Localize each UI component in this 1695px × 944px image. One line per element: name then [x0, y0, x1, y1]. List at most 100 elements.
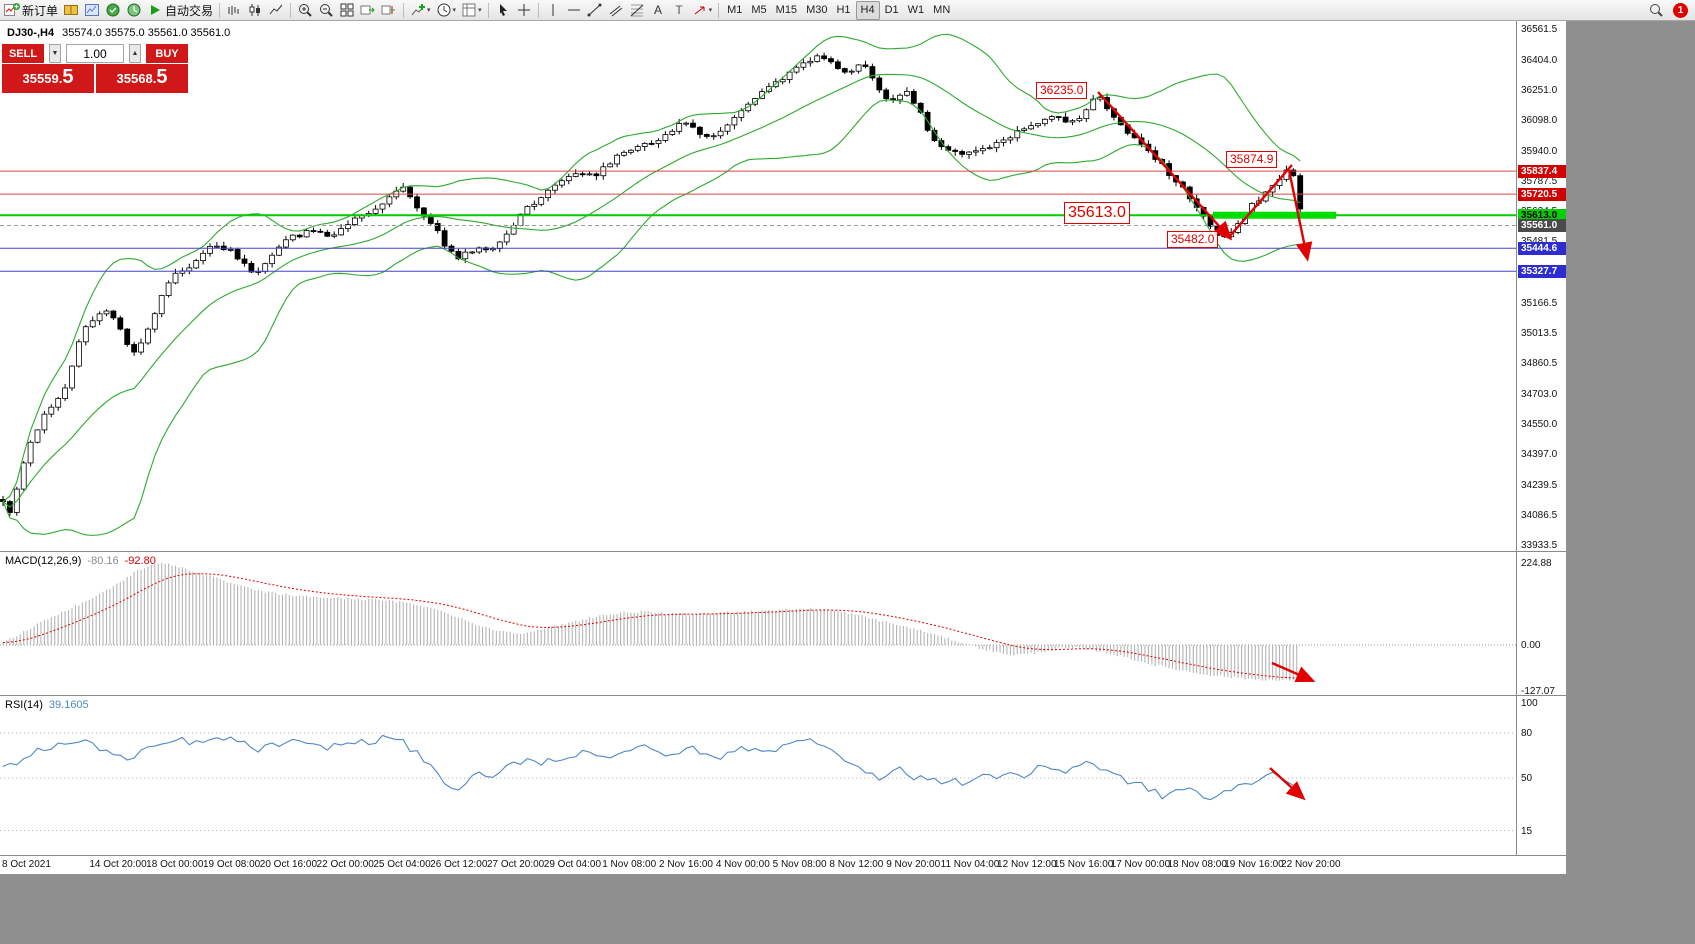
- toolbar-separator: [290, 2, 292, 18]
- timeframe-d1-button[interactable]: D1: [884, 4, 899, 16]
- channel-button[interactable]: [606, 1, 626, 20]
- indicators-button[interactable]: ▾: [408, 1, 433, 20]
- timeframe-m15-button[interactable]: M15: [775, 4, 798, 16]
- trend-line-button[interactable]: [585, 1, 605, 20]
- volume-increment-button[interactable]: ▲: [129, 44, 141, 63]
- chevron-down-icon: ▾: [478, 7, 482, 14]
- sell-button[interactable]: SELL: [2, 44, 44, 63]
- template-icon: [462, 3, 476, 17]
- arrows-tool-button[interactable]: ▾: [690, 1, 715, 20]
- timeframe-h1-button[interactable]: H1: [836, 4, 851, 16]
- rsi-value: 39.1605: [48, 699, 89, 711]
- panel-divider-macd[interactable]: [0, 551, 1566, 552]
- rsi-line: [2, 734, 1301, 801]
- profiles-button[interactable]: [61, 1, 81, 20]
- data-window-button[interactable]: [82, 1, 102, 20]
- time-label: 4 Nov 00:00: [715, 859, 770, 870]
- macd-panel: [0, 563, 1516, 681]
- one-click-trading-panel: SELL ▼ ▲ BUY 35559.5 35568.5: [2, 44, 188, 93]
- green-zone-rectangle[interactable]: [1213, 211, 1336, 219]
- price-badge: 35613.0: [1518, 208, 1566, 222]
- chart-canvas[interactable]: [0, 21, 1516, 874]
- trend-arrow[interactable]: [1097, 91, 1233, 241]
- symbol-label: DJ30-,H4: [7, 27, 55, 39]
- buy-price-main: 35568.: [116, 71, 157, 86]
- timeframe-h4-button[interactable]: H4: [855, 0, 880, 20]
- notification-badge[interactable]: 1: [1673, 2, 1688, 18]
- price-annotation: 35482.0: [1167, 231, 1219, 248]
- crosshair-button[interactable]: [514, 1, 534, 20]
- shift-icon: [381, 5, 396, 15]
- search-button[interactable]: [1646, 1, 1666, 20]
- trend-arrow[interactable]: [1287, 169, 1313, 262]
- price-annotation: 35613.0: [1064, 202, 1130, 224]
- time-label: 22 Nov 20:00: [1281, 859, 1341, 870]
- line-chart-button[interactable]: [266, 1, 286, 20]
- timeframe-w1-button[interactable]: W1: [907, 4, 925, 16]
- timeframe-m1-button[interactable]: M1: [727, 4, 743, 16]
- price-axis-label: 34860.5: [1521, 357, 1558, 369]
- clock-icon: [437, 3, 451, 17]
- trend-arrow[interactable]: [1228, 164, 1293, 238]
- volume-input[interactable]: [66, 44, 124, 63]
- chart-window: DJ30-,H4 35574.0 35575.0 35561.0 35561.0 …: [0, 21, 1566, 874]
- price-badge: 35444.6: [1518, 241, 1566, 255]
- macd-label: MACD(12,26,9) -80.16 -92.80: [5, 555, 156, 567]
- sell-price[interactable]: 35559. 5: [2, 64, 94, 93]
- price-axis-label: 36561.5: [1521, 24, 1558, 35]
- time-label: 8 Oct 2021: [2, 859, 51, 870]
- tile-windows-button[interactable]: [337, 1, 357, 20]
- trend-arrow[interactable]: [1269, 767, 1306, 801]
- auto-scroll-button[interactable]: [358, 1, 378, 20]
- price-annotation: 35874.9: [1226, 151, 1278, 168]
- zoom-out-button[interactable]: [316, 1, 336, 20]
- toolbar-right: 1: [1646, 1, 1693, 20]
- macd-main-value: -80.16: [87, 555, 119, 567]
- text-button[interactable]: A: [648, 1, 668, 20]
- time-label: 18 Nov 08:00: [1167, 859, 1227, 870]
- price-axis-label: 34397.0: [1521, 448, 1558, 460]
- toolbar-separator: [403, 2, 405, 18]
- chart-shift-button[interactable]: [379, 1, 399, 20]
- buy-button[interactable]: BUY: [146, 44, 188, 63]
- macd-axis-label: 0.00: [1521, 640, 1541, 651]
- templates-button[interactable]: ▾: [459, 1, 484, 20]
- indicators-icon: [411, 4, 426, 16]
- auto-trading-button[interactable]: 自动交易: [145, 1, 215, 20]
- text-label-button[interactable]: T: [669, 1, 689, 20]
- fibo-icon: [630, 4, 643, 17]
- volume-decrement-button[interactable]: ▼: [49, 44, 61, 63]
- timeframe-m30-button[interactable]: M30: [806, 4, 828, 16]
- time-label: 22 Oct 00:00: [316, 859, 374, 870]
- timeframe-mn-button[interactable]: MN: [933, 4, 951, 16]
- macd-signal-line: [2, 573, 1297, 679]
- buy-price[interactable]: 35568. 5: [96, 64, 188, 93]
- price-axis-label: 34086.5: [1521, 509, 1558, 521]
- price-axis-label: 36251.0: [1521, 84, 1558, 96]
- zoom-in-button[interactable]: [295, 1, 315, 20]
- rsi-axis-label: 100: [1521, 698, 1538, 709]
- panel-divider-rsi[interactable]: [0, 695, 1566, 696]
- terminal-button[interactable]: [124, 1, 144, 20]
- new-order-button[interactable]: 新订单: [2, 1, 60, 20]
- timeframe-m5-button[interactable]: M5: [751, 4, 767, 16]
- main-toolbar: 新订单 自动交易 ▾ ▾ ▾ A T ▾ M1 M5 M15 M30 H1 H4 D1 W1 MN 1: [0, 0, 1695, 21]
- navigator-button[interactable]: [103, 1, 123, 20]
- horizontal-line-button[interactable]: [564, 1, 584, 20]
- fibonacci-button[interactable]: [627, 1, 647, 20]
- cursor-button[interactable]: [493, 1, 513, 20]
- time-label: 8 Nov 12:00: [829, 859, 884, 870]
- time-label: 27 Oct 20:00: [486, 859, 545, 870]
- time-axis[interactable]: 8 Oct 2021 14 Oct 20:00 18 Oct 00:00 19 Oct…: [0, 855, 1566, 874]
- price-axis-label: 36098.0: [1521, 115, 1558, 126]
- vertical-line-button[interactable]: [543, 1, 563, 20]
- rsi-axis-label: 15: [1521, 825, 1533, 837]
- price-badge: 35561.0: [1518, 218, 1566, 232]
- price-axis[interactable]: 36561.5 36404.0 36251.0 36098.0 35940.0 35787…: [1516, 21, 1566, 855]
- rsi-label: RSI(14) 39.1605: [5, 699, 89, 711]
- periods-button[interactable]: ▾: [434, 1, 459, 20]
- price-axis-label: 35940.0: [1521, 146, 1558, 158]
- bar-chart-button[interactable]: [224, 1, 244, 20]
- trend-arrow[interactable]: [1271, 661, 1316, 682]
- candlestick-chart-button[interactable]: [245, 1, 265, 20]
